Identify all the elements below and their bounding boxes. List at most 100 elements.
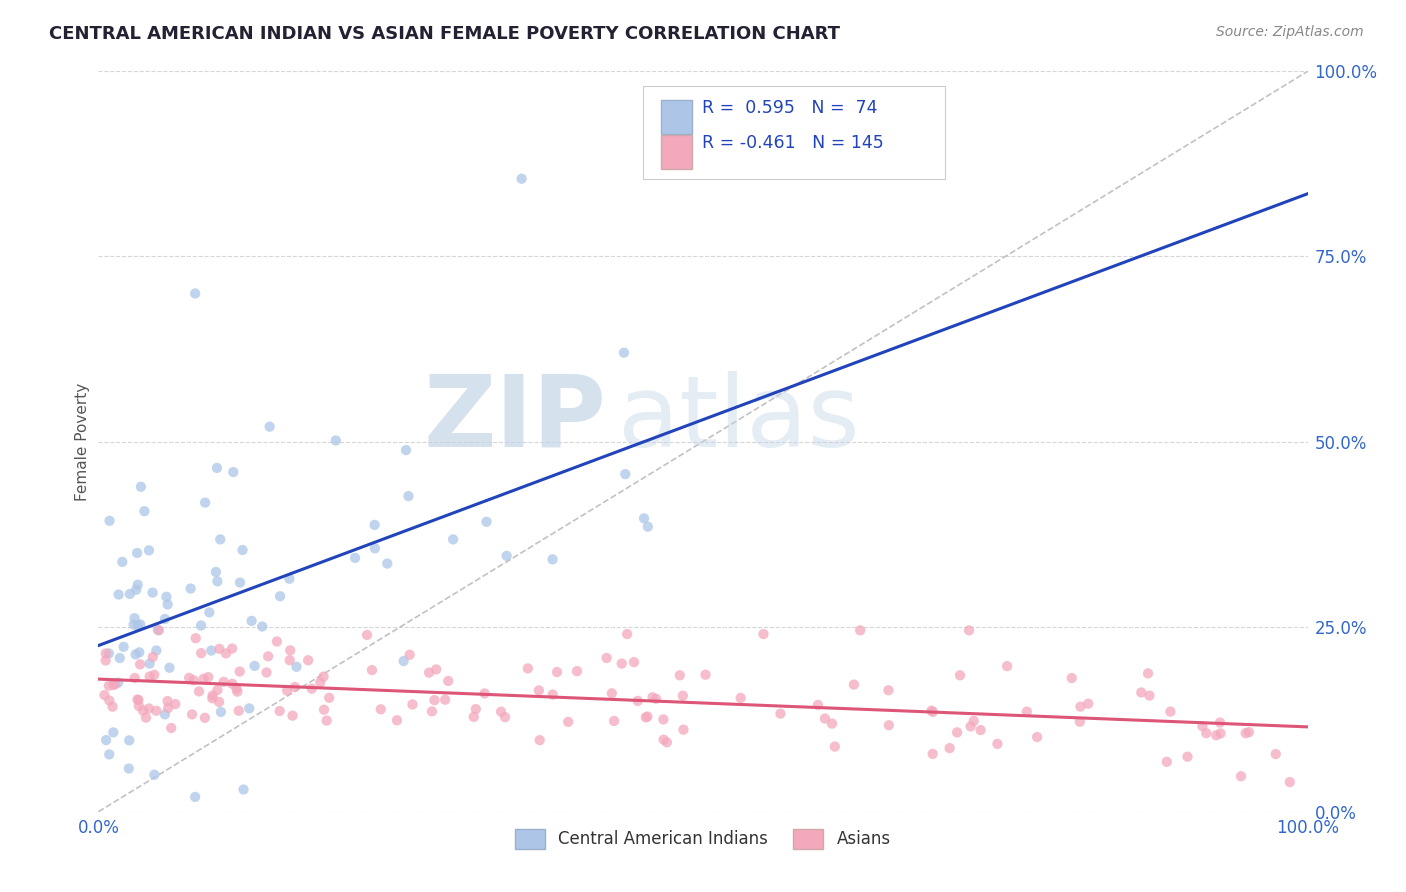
Point (957, 624, 980, 638)
Point (134, 504, 156, 518)
Point (107, 588, 129, 602)
Point (613, 345, 636, 359)
Point (215, 647, 238, 661)
Point (420, 705, 443, 719)
Point (118, 762, 141, 776)
Point (184, 789, 207, 804)
Point (155, 590, 177, 604)
Point (1015, 705, 1038, 719)
Point (325, 434, 347, 448)
Point (153, 612, 176, 626)
Point (1209, 715, 1232, 730)
Point (250, 619, 273, 633)
FancyBboxPatch shape (661, 100, 692, 135)
Point (207, 683, 229, 698)
Point (463, 710, 485, 724)
Point (145, 704, 167, 718)
Point (1278, 775, 1301, 789)
Point (1237, 725, 1260, 739)
Point (159, 661, 181, 675)
Point (821, 716, 844, 731)
Point (232, 782, 254, 797)
Point (616, 627, 638, 641)
Point (240, 614, 263, 628)
Point (138, 701, 160, 715)
Point (231, 543, 253, 558)
Point (489, 705, 512, 719)
Text: ZIP: ZIP (423, 371, 606, 467)
Point (695, 667, 717, 681)
Point (284, 680, 307, 694)
Point (138, 543, 160, 558)
Point (209, 533, 232, 547)
Point (94, 733, 117, 747)
Point (637, 519, 659, 533)
Point (474, 686, 496, 700)
Point (922, 705, 945, 719)
Point (301, 681, 323, 696)
Point (1230, 769, 1253, 783)
Legend: Central American Indians, Asians: Central American Indians, Asians (509, 822, 897, 855)
Point (103, 678, 125, 692)
FancyBboxPatch shape (643, 87, 945, 178)
Point (395, 443, 418, 458)
Point (494, 710, 516, 724)
Point (190, 618, 212, 632)
Point (98, 747, 121, 762)
Point (276, 683, 298, 698)
Point (363, 517, 385, 532)
Point (623, 655, 645, 669)
Point (179, 671, 201, 685)
Point (529, 733, 551, 747)
Point (142, 585, 165, 599)
Point (225, 681, 247, 696)
Point (669, 668, 692, 682)
Point (1156, 755, 1178, 769)
Point (200, 643, 222, 657)
Point (1069, 699, 1091, 714)
Point (111, 555, 134, 569)
Point (97, 679, 120, 693)
Point (634, 710, 657, 724)
Point (98, 514, 121, 528)
Point (633, 511, 655, 525)
Point (645, 691, 668, 706)
Point (148, 624, 170, 638)
Point (1234, 726, 1257, 740)
Point (315, 714, 337, 728)
Point (165, 697, 187, 711)
Point (129, 657, 152, 672)
Point (842, 677, 865, 691)
Point (672, 689, 695, 703)
Point (278, 653, 301, 667)
Point (464, 702, 486, 716)
Point (198, 606, 221, 620)
Point (118, 587, 141, 601)
Point (124, 671, 146, 685)
Point (652, 732, 675, 747)
Point (1077, 697, 1099, 711)
Point (127, 693, 149, 707)
Point (949, 668, 972, 682)
Point (1069, 714, 1091, 729)
Point (94, 647, 117, 661)
Point (423, 693, 446, 707)
Point (208, 695, 231, 709)
Point (921, 747, 943, 761)
Point (877, 718, 900, 732)
Point (309, 675, 332, 690)
Point (201, 689, 224, 703)
Point (375, 557, 398, 571)
Point (600, 686, 623, 700)
Point (269, 704, 291, 718)
Point (1191, 719, 1213, 733)
Point (201, 691, 224, 706)
Point (142, 650, 165, 665)
Point (146, 623, 169, 637)
Text: Source: ZipAtlas.com: Source: ZipAtlas.com (1216, 25, 1364, 39)
Point (256, 665, 278, 680)
Point (1060, 671, 1083, 685)
Point (180, 582, 202, 596)
Point (1264, 747, 1286, 761)
Point (124, 648, 146, 662)
